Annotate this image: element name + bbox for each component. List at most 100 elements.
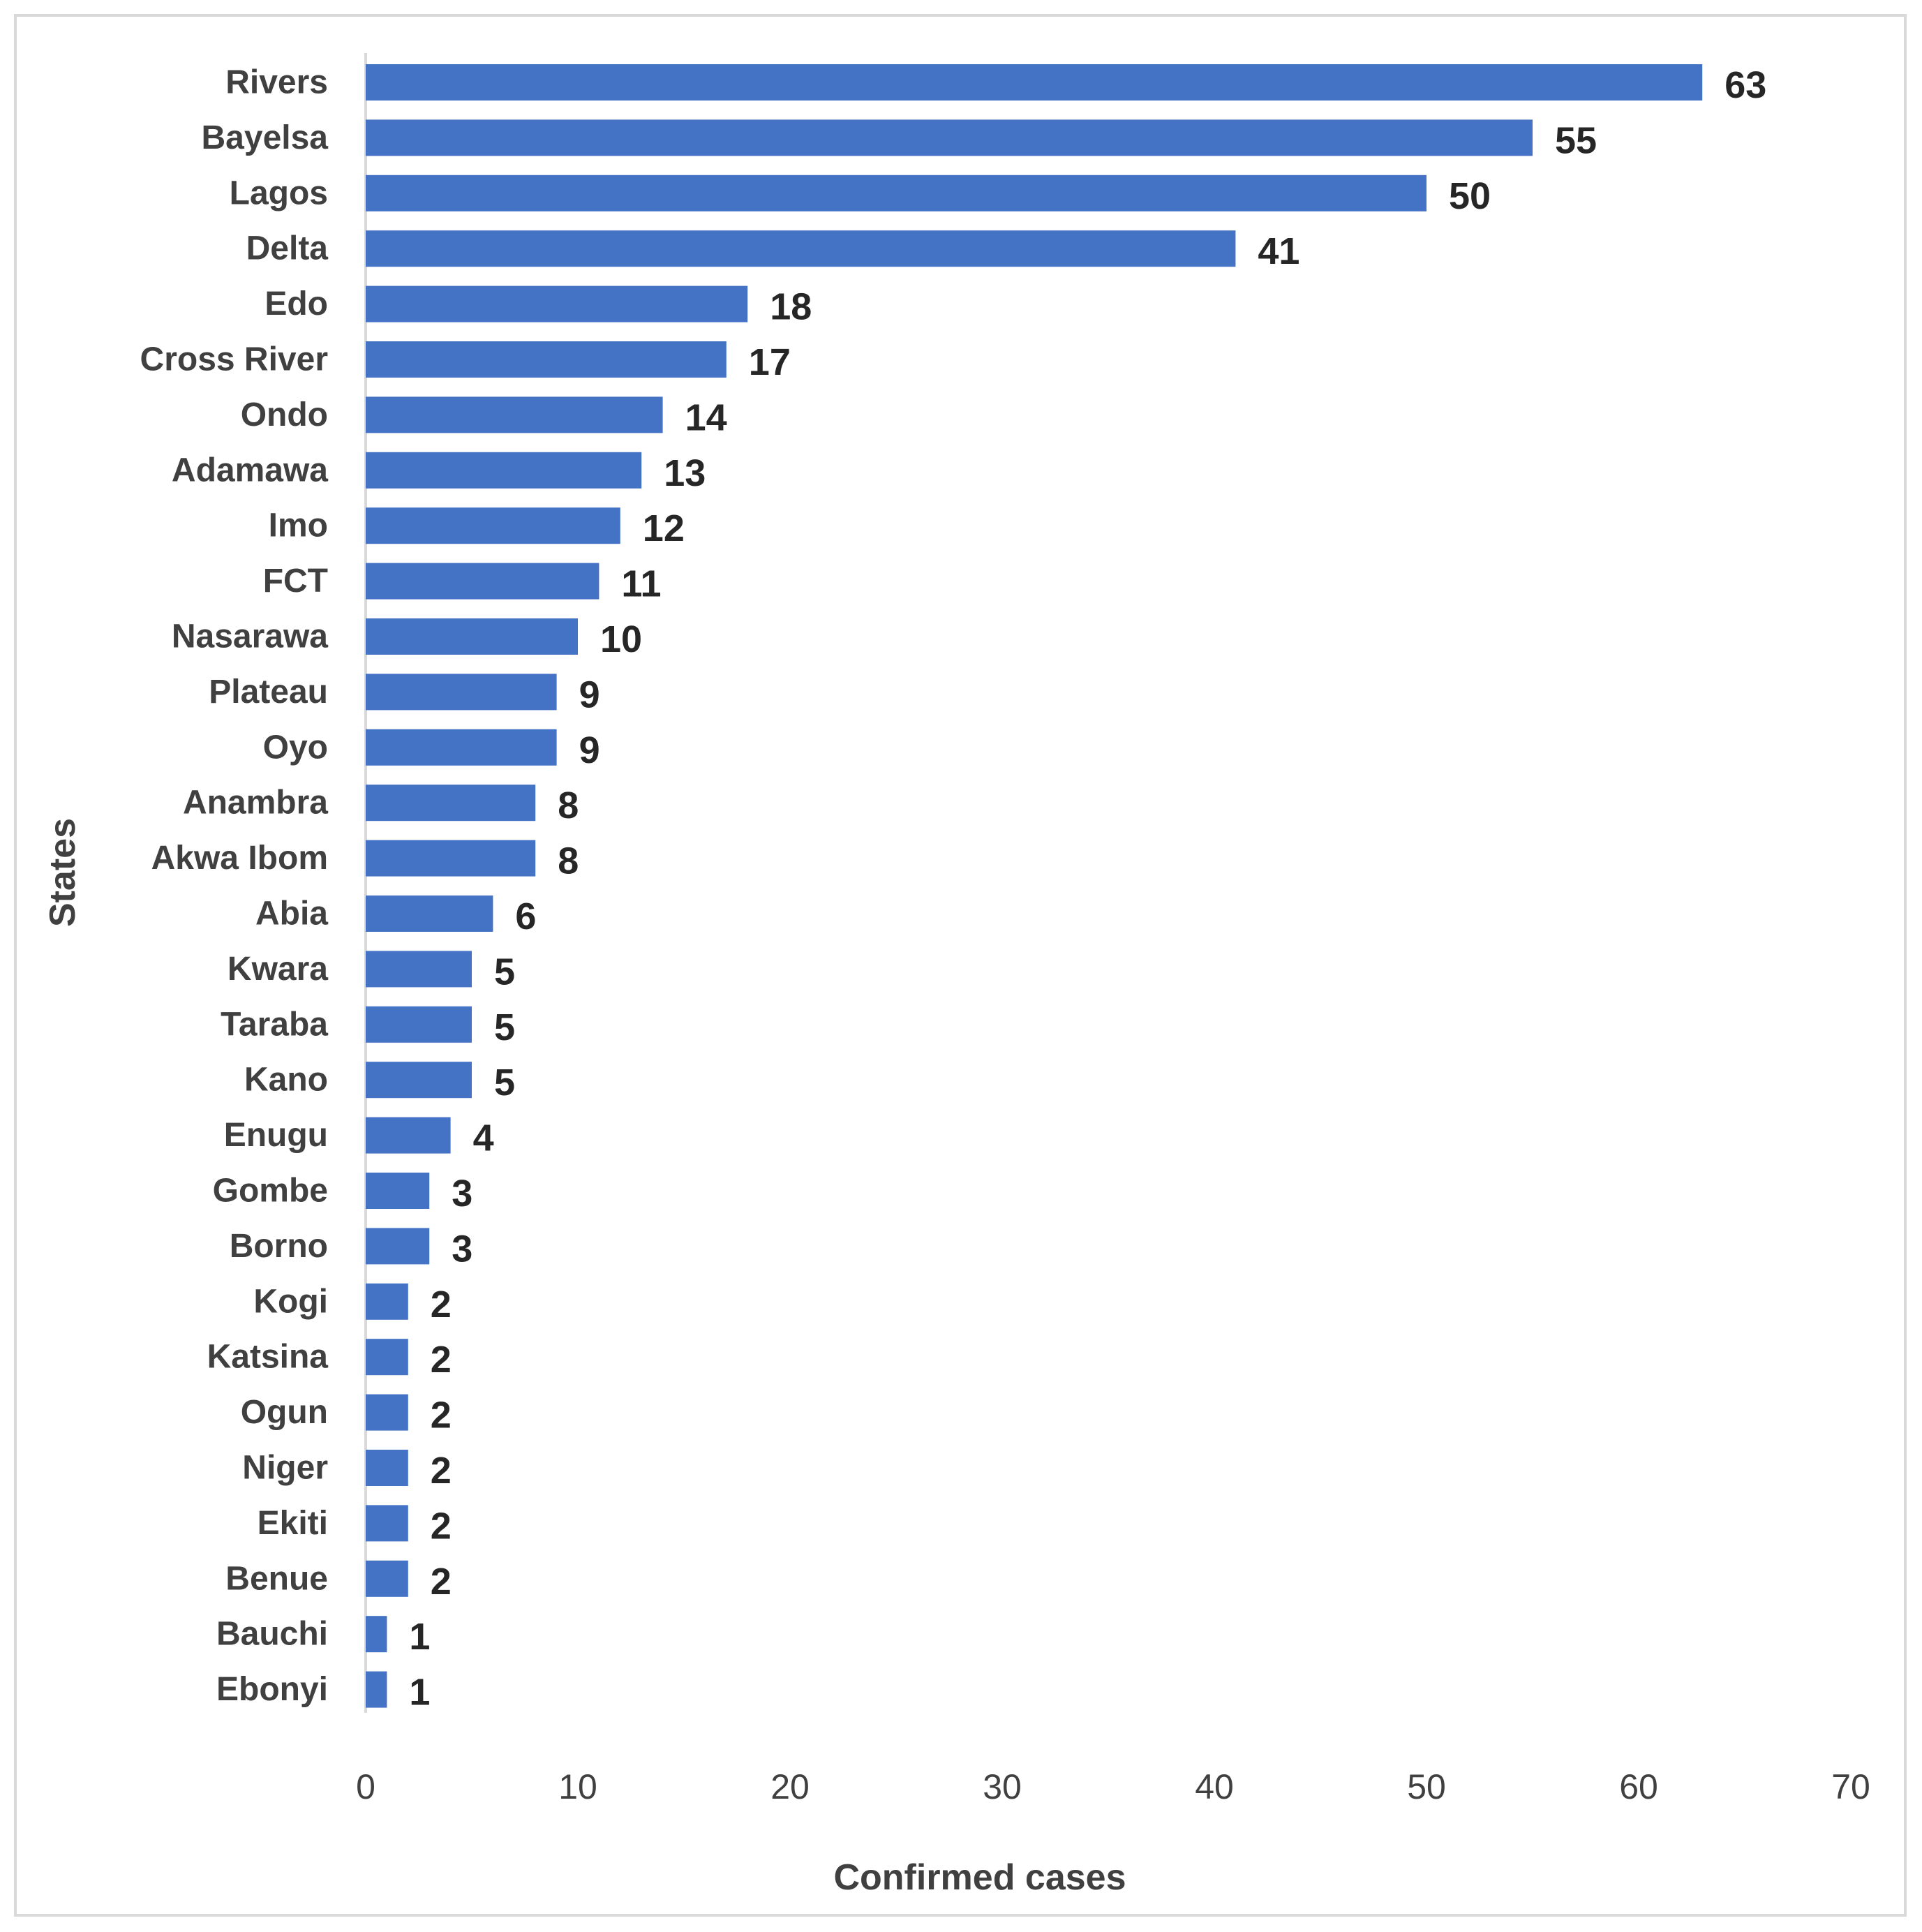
bar-lagos	[366, 174, 1426, 211]
data-label: 5	[494, 951, 515, 993]
category-label: Akwa Ibom	[151, 840, 328, 877]
data-label: 13	[664, 452, 706, 494]
data-label: 41	[1258, 230, 1299, 272]
data-label: 5	[494, 1062, 515, 1104]
data-label: 50	[1449, 175, 1491, 217]
bar-taraba	[366, 1006, 472, 1043]
bar-enugu	[366, 1117, 451, 1154]
bar-cross-river	[366, 341, 727, 378]
data-label: 9	[579, 674, 600, 715]
bar-abia	[366, 896, 493, 932]
category-label: Lagos	[230, 174, 328, 211]
category-label: Imo	[269, 507, 328, 544]
bar-ondo	[366, 396, 663, 433]
data-label: 8	[558, 840, 579, 882]
category-label: Ondo	[241, 396, 328, 433]
bar-delta	[366, 230, 1236, 267]
category-label: Taraba	[221, 1006, 328, 1043]
data-label: 2	[431, 1505, 452, 1547]
bar-plateau	[366, 674, 557, 711]
data-label: 3	[452, 1228, 472, 1270]
chart-frame	[14, 14, 1907, 1917]
bar-ekiti	[366, 1505, 408, 1542]
data-label: 4	[473, 1117, 494, 1159]
data-label: 11	[621, 563, 661, 605]
category-label: Enugu	[224, 1117, 328, 1154]
x-tick-label: 70	[1831, 1767, 1870, 1806]
bar-bayelsa	[366, 119, 1533, 156]
bar-edo	[366, 285, 748, 322]
bar-bauchi	[366, 1616, 387, 1653]
bar-nasarawa	[366, 618, 578, 655]
bar-kano	[366, 1062, 472, 1099]
bars-group	[366, 64, 1703, 1708]
category-label: Bayelsa	[202, 119, 329, 156]
bar-borno	[366, 1228, 430, 1265]
category-labels: Rivers Bayelsa Lagos Delta Edo Cross River Ond…	[140, 64, 329, 1709]
x-tick-label: 10	[558, 1767, 597, 1806]
data-label: 63	[1724, 64, 1766, 106]
x-tick-label: 50	[1407, 1767, 1446, 1806]
data-label: 10	[600, 618, 642, 660]
data-label: 2	[431, 1450, 452, 1492]
bar-akwa-ibom	[366, 840, 536, 877]
data-label: 6	[515, 896, 536, 937]
category-label: Adamawa	[172, 452, 328, 489]
category-label: Kano	[244, 1062, 328, 1099]
x-tick-label: 30	[983, 1767, 1022, 1806]
category-label: Niger	[242, 1450, 328, 1487]
category-label: Plateau	[209, 674, 328, 711]
data-labels: 6355504118171413121110998865554332222221…	[409, 64, 1766, 1714]
x-tick-label: 60	[1619, 1767, 1658, 1806]
data-label: 55	[1555, 119, 1597, 161]
data-label: 3	[452, 1173, 472, 1214]
category-label: Edo	[265, 285, 328, 322]
data-label: 2	[431, 1561, 452, 1603]
y-axis-title: States	[43, 818, 83, 927]
category-label: Ekiti	[258, 1505, 328, 1542]
bar-kwara	[366, 951, 472, 988]
bar-fct	[366, 563, 599, 600]
data-label: 18	[770, 286, 812, 328]
category-label: Benue	[225, 1560, 328, 1597]
category-label: Gombe	[213, 1173, 328, 1210]
x-tick-label: 0	[356, 1767, 375, 1806]
bar-gombe	[366, 1173, 430, 1209]
x-axis-ticks: 0 10 20 30 40 50 60 70	[356, 1767, 1870, 1806]
data-label: 2	[431, 1284, 452, 1325]
bar-adamawa	[366, 452, 642, 489]
bar-kogi	[366, 1283, 408, 1320]
data-label: 1	[409, 1616, 430, 1658]
bar-katsina	[366, 1339, 408, 1376]
category-label: Cross River	[140, 341, 328, 378]
bar-benue	[366, 1560, 408, 1597]
data-label: 1	[409, 1672, 430, 1714]
bar-rivers	[366, 64, 1703, 101]
category-label: Borno	[230, 1228, 328, 1265]
category-label: Oyo	[263, 729, 328, 766]
bar-oyo	[366, 729, 557, 766]
category-label: Kwara	[228, 951, 328, 988]
category-label: Rivers	[225, 64, 328, 101]
category-label: Abia	[255, 896, 328, 932]
category-label: Anambra	[183, 785, 328, 822]
data-label: 2	[431, 1395, 452, 1436]
bar-imo	[366, 507, 620, 544]
bar-ogun	[366, 1394, 408, 1431]
category-label: Nasarawa	[172, 618, 328, 655]
data-label: 8	[558, 785, 579, 826]
category-label: Ogun	[241, 1394, 328, 1431]
data-label: 5	[494, 1006, 515, 1048]
data-label: 14	[685, 396, 727, 438]
data-label: 12	[643, 507, 685, 549]
x-tick-label: 40	[1195, 1767, 1234, 1806]
data-label: 9	[579, 729, 600, 771]
x-tick-label: 20	[770, 1767, 810, 1806]
category-label: FCT	[263, 563, 328, 600]
category-label: Kogi	[253, 1283, 328, 1320]
data-label: 2	[431, 1339, 452, 1381]
x-axis-title: Confirmed cases	[833, 1857, 1126, 1898]
category-label: Katsina	[207, 1339, 329, 1376]
category-label: Bauchi	[216, 1616, 328, 1653]
